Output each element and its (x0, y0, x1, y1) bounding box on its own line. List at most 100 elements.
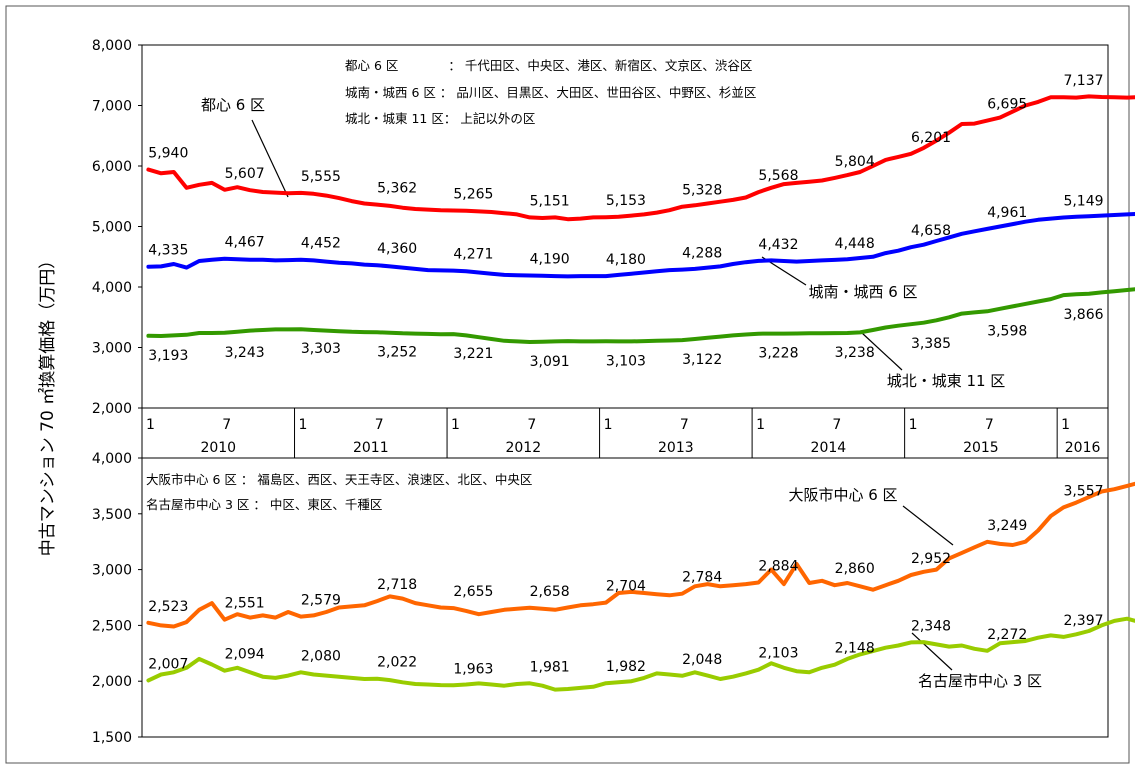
month-tick-label: 7 (222, 417, 231, 433)
data-label: 3,385 (911, 336, 951, 352)
year-label: 2011 (353, 440, 389, 456)
data-label: 3,866 (1063, 307, 1103, 323)
data-label: 2,022 (377, 655, 417, 671)
data-label: 2,523 (148, 599, 188, 615)
series-line-0-0 (146, 94, 1135, 222)
outer-frame (5, 5, 1130, 764)
legend-line: 城北・城東 11 区： 上記以外の区 (345, 111, 535, 126)
legend-line: 城南・城西 6 区 ： 品川区、目黒区、大田区、世田谷区、中野区、杉並区 (345, 85, 756, 100)
data-label: 3,238 (835, 345, 875, 361)
y-tick-label: 3,000 (92, 563, 132, 579)
data-label: 2,579 (301, 593, 341, 609)
month-tick-label: 7 (985, 417, 994, 433)
data-label: 3,557 (1063, 483, 1103, 499)
callout-leader (251, 119, 289, 198)
data-label: 4,467 (225, 235, 265, 251)
data-label: 2,860 (835, 561, 875, 577)
data-label: 5,568 (758, 168, 798, 184)
data-label: 1,963 (453, 661, 493, 677)
data-label: 3,091 (530, 354, 570, 370)
month-tick-label: 7 (680, 417, 689, 433)
data-label: 4,190 (530, 252, 570, 268)
plot-frame-bottom (141, 457, 1109, 738)
y-tick-label: 2,000 (92, 674, 132, 690)
series-line-1-1 (146, 616, 1135, 692)
data-label: 4,180 (606, 252, 646, 268)
data-label: 5,149 (1063, 193, 1103, 209)
callout-leader (911, 632, 953, 671)
data-label: 3,243 (225, 345, 265, 361)
y-tick-label: 3,500 (92, 507, 132, 523)
data-label: 3,303 (301, 341, 341, 357)
data-label: 6,201 (911, 130, 951, 146)
data-label: 2,103 (758, 646, 798, 662)
data-label: 5,151 (530, 193, 570, 209)
series-line-0-1 (146, 212, 1135, 279)
data-label: 3,103 (606, 353, 646, 369)
data-label: 5,328 (682, 183, 722, 199)
legend-line: 大阪市中心 6 区 ： 福島区、西区、天王寺区、浪速区、北区、中央区 (146, 472, 532, 487)
series-callout-label: 名古屋市中心 3 区 (918, 672, 1042, 690)
data-label: 4,288 (682, 246, 722, 262)
data-label: 2,148 (835, 641, 875, 657)
year-label: 2012 (505, 440, 541, 456)
month-tick-label: 7 (832, 417, 841, 433)
series-line-1-0 (146, 481, 1135, 629)
data-label: 5,607 (225, 166, 265, 182)
data-label: 2,655 (453, 584, 493, 600)
y-tick-label: 2,500 (92, 618, 132, 634)
data-label: 3,122 (682, 352, 722, 368)
legend-line: 名古屋市中心 3 区 ： 中区、東区、千種区 (146, 497, 382, 512)
data-label: 5,153 (606, 193, 646, 209)
year-label: 2013 (658, 440, 694, 456)
data-label: 4,432 (758, 237, 798, 253)
month-tick-label: 1 (1061, 417, 1070, 433)
data-label: 2,704 (606, 579, 646, 595)
month-tick-label: 1 (604, 417, 613, 433)
plot-frame-top (141, 44, 1109, 409)
data-label: 2,718 (377, 577, 417, 593)
y-tick-label: 4,000 (92, 451, 132, 467)
data-label: 4,448 (835, 236, 875, 252)
series-callout-label: 城北・城東 11 区 (887, 372, 1006, 390)
data-label: 2,348 (911, 618, 951, 634)
data-label: 2,094 (225, 647, 265, 663)
y-tick-label: 5,000 (92, 220, 132, 236)
y-tick-label: 4,000 (92, 280, 132, 296)
data-label: 7,137 (1063, 73, 1103, 89)
data-label: 4,452 (301, 236, 341, 252)
data-label: 5,555 (301, 169, 341, 185)
month-tick-label: 1 (146, 417, 155, 433)
data-label: 3,193 (148, 348, 188, 364)
year-label: 2016 (1065, 440, 1101, 456)
data-label: 2,658 (530, 584, 570, 600)
month-tick-label: 1 (451, 417, 460, 433)
data-label: 5,265 (453, 186, 493, 202)
year-label: 2014 (811, 440, 847, 456)
data-label: 2,952 (911, 551, 951, 567)
y-tick-label: 1,500 (92, 730, 132, 746)
series-callout-label: 大阪市中心 6 区 (788, 486, 897, 504)
series-line-0-2 (146, 287, 1135, 344)
month-tick-label: 1 (756, 417, 765, 433)
series-callout-label: 城南・城西 6 区 (808, 283, 917, 301)
frames-layer (141, 44, 1109, 738)
y-tick-label: 8,000 (92, 38, 132, 54)
data-label: 5,362 (377, 181, 417, 197)
data-label: 1,981 (530, 659, 570, 675)
data-label: 2,397 (1063, 613, 1103, 629)
data-label: 6,695 (987, 97, 1027, 113)
data-label: 4,271 (453, 247, 493, 263)
data-label: 5,940 (148, 146, 188, 162)
callout-leader (861, 332, 903, 371)
data-label: 4,335 (148, 243, 188, 259)
grid-layer (138, 44, 142, 738)
data-label: 4,360 (377, 241, 417, 257)
month-tick-label: 1 (909, 417, 918, 433)
data-label: 2,884 (758, 559, 798, 575)
data-label: 2,551 (225, 596, 265, 612)
month-tick-label: 7 (527, 417, 536, 433)
data-label: 4,961 (987, 205, 1027, 221)
data-label: 3,252 (377, 344, 417, 360)
